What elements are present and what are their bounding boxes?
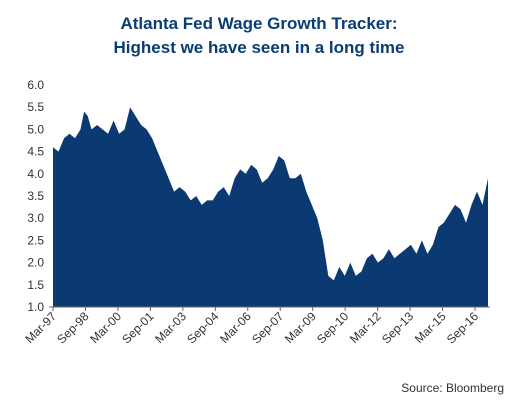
y-tick-label: 2.0: [27, 256, 44, 270]
x-tick-label: Mar-12: [347, 309, 384, 346]
x-tick-label: Sep-98: [54, 309, 91, 346]
chart-title: Atlanta Fed Wage Growth Tracker: Highest…: [0, 12, 518, 60]
x-tick-label: Sep-07: [249, 309, 286, 346]
x-tick-label: Mar-97: [22, 309, 59, 346]
y-axis-ticks: 6.0 5.5 5.0 4.5 4.0 3.5 3.0 2.5 2.0 1.5 1.0: [27, 78, 44, 314]
y-tick-label: 3.0: [27, 211, 44, 225]
x-axis-ticks: Mar-97Sep-98Mar-00Sep-01Mar-03Sep-04Mar-…: [22, 307, 481, 346]
y-tick-label: 1.0: [27, 300, 44, 314]
x-tick-label: Sep-13: [379, 309, 416, 346]
y-tick-label: 2.5: [27, 233, 44, 247]
y-tick-label: 5.5: [27, 100, 44, 114]
chart-title-line1: Atlanta Fed Wage Growth Tracker:: [120, 14, 398, 33]
y-tick-label: 3.5: [27, 189, 44, 203]
chart-title-line2: Highest we have seen in a long time: [113, 38, 405, 57]
x-tick-label: Mar-03: [152, 309, 189, 346]
x-tick-label: Sep-04: [184, 309, 221, 346]
y-tick-label: 5.0: [27, 122, 44, 136]
x-tick-label: Sep-10: [314, 309, 351, 346]
wage-growth-area: [53, 107, 488, 307]
y-tick-label: 1.5: [27, 278, 44, 292]
y-tick-label: 4.5: [27, 145, 44, 159]
x-tick-label: Mar-06: [217, 309, 254, 346]
x-tick-label: Sep-01: [119, 309, 156, 346]
x-tick-label: Mar-15: [412, 309, 449, 346]
x-tick-label: Sep-16: [444, 309, 481, 346]
x-tick-label: Mar-09: [282, 309, 319, 346]
y-tick-label: 4.0: [27, 167, 44, 181]
x-tick-label: Mar-00: [87, 309, 124, 346]
source-note: Source: Bloomberg: [401, 381, 504, 395]
y-tick-label: 6.0: [27, 78, 44, 92]
